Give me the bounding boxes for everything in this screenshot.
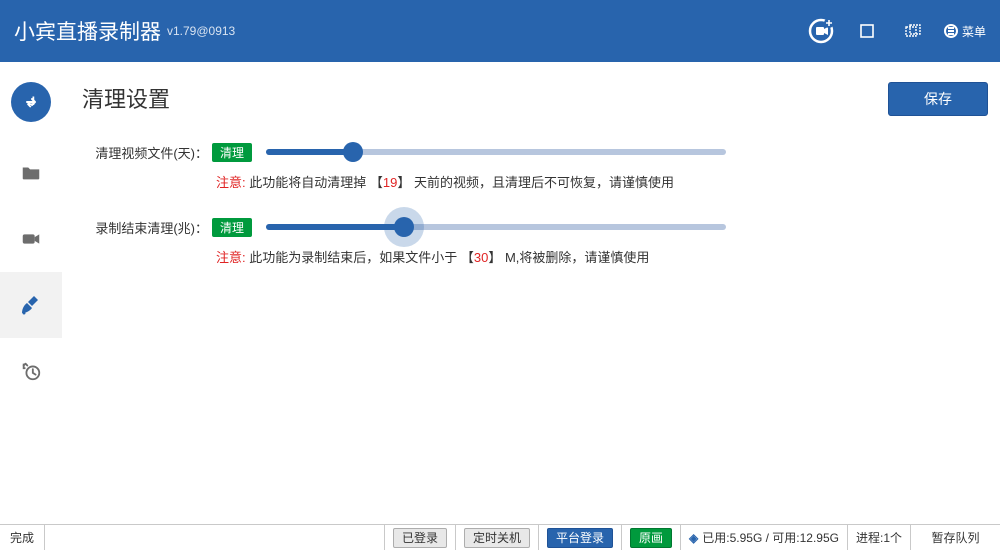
sidebar-item-cleanup[interactable] <box>0 272 62 338</box>
maximize-icon[interactable] <box>850 14 884 48</box>
restore-icon[interactable] <box>896 14 930 48</box>
menu-label: 菜单 <box>962 23 986 40</box>
disk-usage: ◈已用:5.95G / 可用:12.95G <box>680 525 847 550</box>
sidebar: ↲ <box>0 62 62 524</box>
process-count: 进程:1个 <box>847 525 910 550</box>
sidebar-item-folder[interactable] <box>0 140 62 206</box>
app-header: 小宾直播录制器 v1.79@0913 菜单 <box>0 0 1000 62</box>
slider-thumb[interactable] <box>394 217 414 237</box>
save-button[interactable]: 保存 <box>888 82 988 116</box>
timer-shutdown-button[interactable]: 定时关机 <box>464 528 530 548</box>
quality-button[interactable]: 原画 <box>630 528 672 548</box>
clean-badge[interactable]: 清理 <box>212 218 252 237</box>
back-button[interactable]: ↲ <box>11 82 51 122</box>
slider[interactable] <box>266 140 726 164</box>
clean-badge[interactable]: 清理 <box>212 143 252 162</box>
logged-in-button[interactable]: 已登录 <box>393 528 447 548</box>
menu-button[interactable]: 菜单 <box>944 23 986 40</box>
setting-note: 注意: 此功能为录制结束后，如果文件小于 【30】 M,将被删除，请谨慎使用 <box>216 247 972 266</box>
content-area: 清理设置 保存 清理视频文件(天)：清理注意: 此功能将自动清理掉 【19】 天… <box>62 62 1000 524</box>
disk-icon: ◈ <box>689 531 698 545</box>
platform-login-button[interactable]: 平台登录 <box>547 528 613 548</box>
status-bar: 完成 已登录 定时关机 平台登录 原画 ◈已用:5.95G / 可用:12.95… <box>0 524 1000 550</box>
record-add-icon[interactable] <box>804 14 838 48</box>
setting-label: 清理视频文件(天)： <box>82 143 212 162</box>
page-title: 清理设置 <box>82 82 972 114</box>
setting-note: 注意: 此功能将自动清理掉 【19】 天前的视频，且清理后不可恢复，请谨慎使用 <box>216 172 972 191</box>
status-text: 完成 <box>0 525 45 550</box>
queue-button[interactable]: 暂存队列 <box>910 525 1000 550</box>
setting-label: 录制结束清理(兆)： <box>82 218 212 237</box>
sidebar-item-record[interactable] <box>0 206 62 272</box>
slider-thumb[interactable] <box>343 142 363 162</box>
app-version: v1.79@0913 <box>167 24 235 38</box>
slider[interactable] <box>266 215 726 239</box>
app-title: 小宾直播录制器 <box>14 16 161 46</box>
sidebar-item-schedule[interactable] <box>0 338 62 404</box>
